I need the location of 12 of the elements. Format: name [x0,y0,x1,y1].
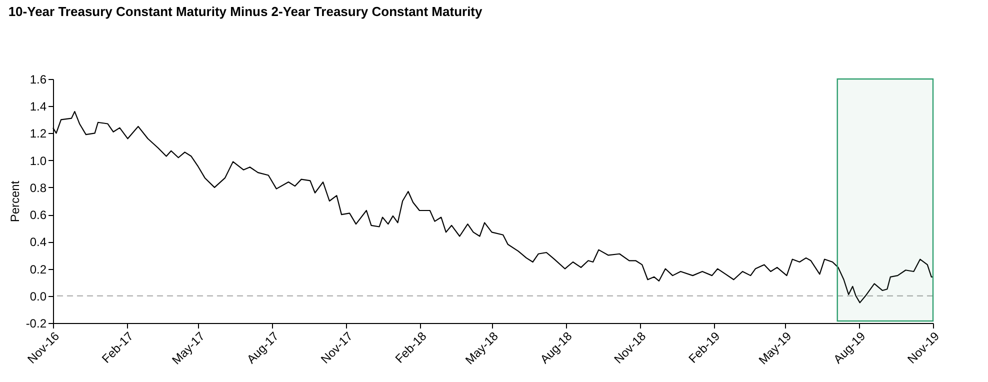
y-axis-title: Percent [8,180,22,222]
y-tick-label: 1.2 [30,126,47,141]
y-tick-label: 0.8 [30,180,47,195]
chart-title: 10-Year Treasury Constant Maturity Minus 2-Year Treasury Constant Maturity [8,4,484,19]
y-tick-label: 0.0 [30,289,47,304]
y-tick-label: 1.0 [30,154,47,168]
y-tick-label: -0.2 [26,316,47,330]
y-tick-label: 0.6 [30,208,47,222]
y-tick-label: 1.6 [30,72,47,86]
y-tick-label: 0.4 [30,235,47,250]
y-tick-label: 1.4 [30,100,47,114]
y-tick-label: 0.2 [30,262,47,276]
